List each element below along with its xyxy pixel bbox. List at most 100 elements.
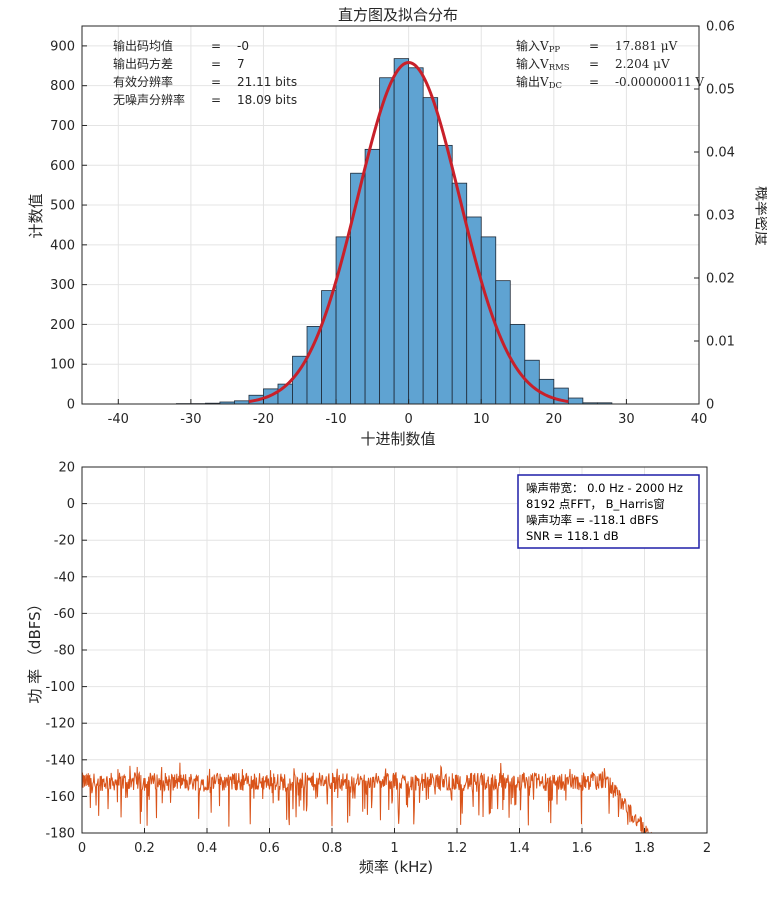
- stat-var-eq: =: [211, 57, 221, 71]
- hist-y-tick-label: 700: [50, 119, 75, 134]
- stat-nfr-value: 18.09 bits: [237, 93, 297, 107]
- hist-bar: [567, 397, 584, 405]
- hist-y2-tick-label: 0.01: [706, 335, 735, 350]
- stat-var-label: 输出码方差: [113, 56, 173, 71]
- hist-y-ticks: 0 100 200 300 400 500 600 700 800 900: [50, 39, 87, 413]
- psd-x-label: 频率 (kHz): [359, 858, 433, 876]
- hist-y2-ticks: 0 0.01 0.02 0.03 0.04 0.05 0.06: [694, 20, 735, 413]
- hist-bar: [379, 77, 395, 405]
- hist-y-tick-label: 600: [50, 159, 75, 174]
- psd-x-tick-label: 0.6: [259, 841, 280, 856]
- psd-y-tick-label: -180: [45, 827, 75, 842]
- psd-x-tick-label: 0.4: [197, 841, 218, 856]
- stat-mean-eq: =: [211, 39, 221, 53]
- psd-x-tick-label: 0.2: [134, 841, 155, 856]
- stat-enob-value: 21.11 bits: [237, 75, 297, 89]
- hist-y2-label: 概率密度: [753, 186, 767, 246]
- stat-vrms-eq: =: [589, 57, 599, 71]
- stat-vdc: 输出VDC: [516, 74, 562, 91]
- hist-x-tick-label: 40: [691, 412, 708, 427]
- histogram-chart: 直方图及拟合分布 -40 -30 -20 -10 0 10 20 30 40 0 100 200 30…: [27, 6, 767, 448]
- hist-bar: [364, 148, 381, 405]
- psd-x-tick-label: 1: [390, 841, 398, 856]
- hist-y2-tick-label: 0: [706, 398, 714, 413]
- hist-bar: [350, 172, 366, 405]
- psd-y-tick-label: -80: [54, 644, 75, 659]
- hist-x-tick-label: -30: [180, 412, 201, 427]
- hist-fit-curve: [248, 61, 569, 404]
- psd-y-tick-label: -160: [45, 790, 75, 805]
- stat-vdc-eq: =: [589, 75, 599, 89]
- stat-var-value: 7: [237, 57, 245, 71]
- psd-legend-line-3: 噪声功率 = -118.1 dBFS: [526, 513, 659, 527]
- stat-mean-value: -0: [237, 39, 249, 53]
- hist-y-tick-label: 900: [50, 39, 75, 54]
- hist-title: 直方图及拟合分布: [338, 6, 458, 24]
- stat-nfr-eq: =: [211, 93, 221, 107]
- psd-x-tick-label: 2: [703, 841, 711, 856]
- psd-legend-line-2: 8192 点FFT， B_Harris窗: [526, 497, 665, 511]
- hist-x-tick-label: 20: [546, 412, 563, 427]
- hist-y2-tick-label: 0.03: [706, 209, 735, 224]
- hist-x-tick-label: -40: [108, 412, 129, 427]
- hist-y-tick-label: 400: [50, 238, 75, 253]
- hist-x-tick-label: -10: [325, 412, 346, 427]
- psd-legend-line-4: SNR = 118.1 dB: [526, 529, 619, 543]
- stat-enob-label: 有效分辨率: [113, 74, 173, 89]
- hist-x-tick-label: 10: [473, 412, 490, 427]
- psd-y-tick-label: -120: [45, 717, 75, 732]
- psd-y-tick-label: -20: [54, 534, 75, 549]
- psd-chart: 0 0.2 0.4 0.6 0.8 1 1.2 1.4 1.6 1.8 2 2 0 0 -20 -40 -60…: [26, 461, 711, 877]
- hist-x-tick-label: 30: [618, 412, 635, 427]
- hist-y-label: 计数值: [27, 193, 45, 238]
- hist-x-tick-label: -20: [253, 412, 274, 427]
- psd-x-tick-label: 1.6: [572, 841, 593, 856]
- stat-vrms-value: 2.204 μV: [615, 57, 670, 71]
- psd-legend-line-1: 噪声带宽： 0.0 Hz - 2000 Hz: [526, 481, 683, 495]
- hist-y2-tick-label: 0.04: [706, 146, 735, 161]
- hist-bar: [466, 216, 482, 405]
- hist-y2-tick-label: 0.05: [706, 83, 735, 98]
- psd-y-tick-label: -100: [45, 680, 75, 695]
- psd-y-tick-label: -40: [54, 570, 75, 585]
- psd-x-tick-label: 1.4: [509, 841, 530, 856]
- psd-y-tick-label: -60: [54, 607, 75, 622]
- hist-y-tick-label: 0: [67, 398, 75, 413]
- psd-y-label: 功 率 （dBFS）: [26, 596, 44, 703]
- hist-bar: [335, 236, 351, 405]
- hist-bar: [306, 326, 322, 405]
- psd-x-tick-label: 0.8: [322, 841, 343, 856]
- stat-vpp-value: 17.881 μV: [615, 39, 678, 53]
- psd-x-tick-label: 1.2: [447, 841, 468, 856]
- hist-bar: [422, 97, 439, 405]
- stat-vpp-eq: =: [589, 39, 599, 53]
- hist-x-label: 十进制数值: [360, 430, 435, 448]
- hist-x-ticks: -40 -30 -20 -10 0 10 20 30 40: [108, 399, 708, 427]
- psd-y-ticks: 20 0 -20 -40 -60 -80 -100 -120 -140 -160 -180: [45, 461, 87, 842]
- hist-y-tick-label: 100: [50, 358, 75, 373]
- stat-nfr-label: 无噪声分辨率: [113, 92, 185, 107]
- stat-vpp: 输入VPP: [516, 38, 560, 55]
- psd-y-tick-label: 0: [67, 497, 75, 512]
- hist-bar: [393, 58, 410, 405]
- stat-enob-eq: =: [211, 75, 221, 89]
- stat-vrms: 输入VRMS: [516, 56, 570, 73]
- hist-bars: [175, 58, 613, 405]
- psd-x-ticks: 0 0.2 0.4 0.6 0.8 1 1.2 1.4 1.6 1.8 2: [78, 828, 711, 856]
- stat-mean-label: 输出码均值: [113, 38, 173, 53]
- psd-x-tick-label: 0: [78, 841, 86, 856]
- psd-y-tick-label: -140: [45, 753, 75, 768]
- hist-y-tick-label: 500: [50, 199, 75, 214]
- hist-y-tick-label: 200: [50, 318, 75, 333]
- hist-bar: [408, 67, 424, 405]
- hist-y2-tick-label: 0.06: [706, 20, 735, 35]
- hist-y-tick-label: 300: [50, 278, 75, 293]
- stats-right: 输入VPP = 17.881 μV 输入VRMS = 2.204 μV 输出VD…: [516, 38, 704, 91]
- psd-x-tick-label: 1.8: [634, 841, 655, 856]
- psd-legend-box: [517, 474, 700, 549]
- hist-x-tick-label: 0: [405, 412, 413, 427]
- psd-series-line: [81, 762, 707, 834]
- stat-vdc-value: -0.00000011 V: [615, 75, 704, 89]
- psd-legend: 噪声带宽： 0.0 Hz - 2000 Hz 8192 点FFT， B_Harr…: [517, 474, 700, 549]
